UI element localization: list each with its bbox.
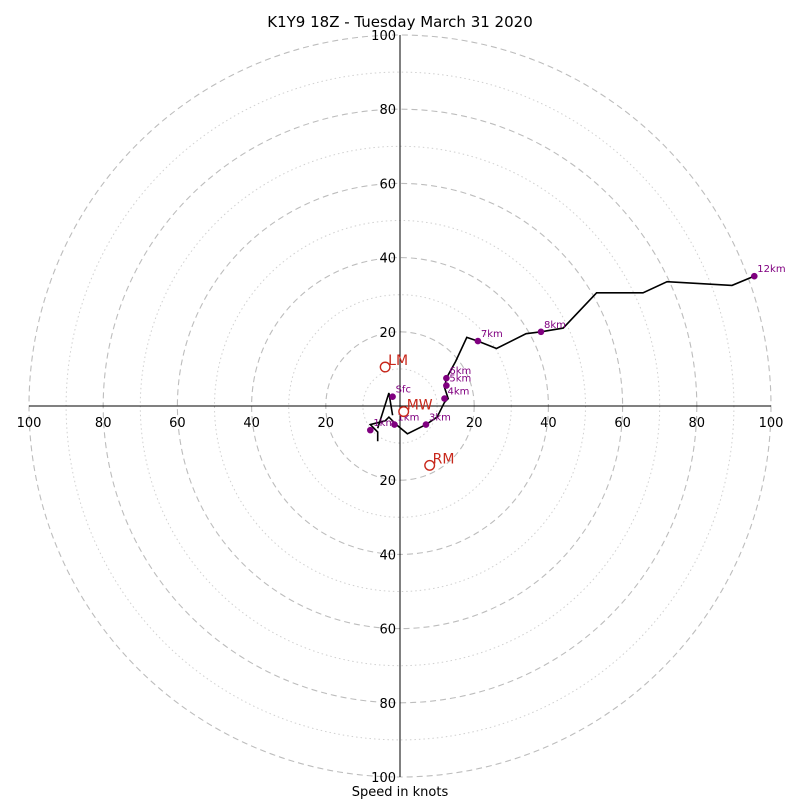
x-tick-label: 40: [243, 416, 260, 431]
x-tick-label: 60: [169, 416, 186, 431]
height-label: 12km: [757, 264, 785, 275]
motion-marker-mw: [398, 406, 410, 418]
y-tick-label: 100: [371, 29, 396, 44]
height-label: 7km: [481, 329, 503, 340]
storm-motion-markers: LM MW RM: [379, 353, 455, 471]
x-tick-label: 100: [17, 416, 42, 431]
height-label: 1km: [397, 413, 419, 424]
x-tick-label: 80: [689, 416, 706, 431]
height-label: 4km: [448, 387, 470, 398]
height-point: [443, 382, 450, 389]
height-label: 6km: [449, 366, 471, 377]
height-label: 3km: [429, 413, 451, 424]
height-point: [389, 393, 396, 401]
height-point: [391, 421, 398, 428]
y-tick-label: 100: [371, 771, 396, 786]
tick-labels: 100 80 60 40 20 20 40 60 80 100 100 80 60 40 20 20 40 60 8…: [17, 29, 784, 786]
x-tick-label: 20: [466, 416, 483, 431]
y-tick-label: 40: [379, 548, 396, 563]
height-label: 1km: [373, 418, 395, 429]
motion-marker-lm: [379, 361, 391, 373]
motion-label-lm: LM: [388, 353, 408, 369]
height-label: 5km: [449, 374, 471, 385]
y-tick-label: 40: [379, 252, 396, 267]
x-tick-label: 40: [540, 416, 557, 431]
height-label: Sfc: [396, 385, 411, 396]
y-tick-label: 20: [379, 326, 396, 341]
height-point: [474, 337, 482, 345]
x-tick-label: 60: [614, 416, 631, 431]
height-point: [441, 395, 448, 402]
chart-title: K1Y9 18Z - Tuesday March 31 2020: [267, 13, 532, 31]
height-point: [367, 426, 374, 434]
y-tick-label: 60: [379, 177, 396, 192]
height-point: [537, 328, 545, 336]
y-tick-label: 60: [379, 623, 396, 638]
axes: [29, 35, 771, 777]
motion-label-rm: RM: [433, 451, 455, 467]
y-tick-label: 20: [379, 474, 396, 489]
x-tick-label: 100: [759, 416, 784, 431]
x-tick-label: 20: [318, 416, 335, 431]
x-axis-label: Speed in knots: [352, 785, 449, 800]
hodograph-line-lower: [376, 392, 394, 429]
height-point: [422, 421, 430, 428]
y-tick-label: 80: [379, 103, 396, 118]
height-point: [443, 374, 450, 382]
y-tick-label: 80: [379, 697, 396, 712]
height-point: [751, 272, 758, 280]
height-label: 8km: [544, 320, 566, 331]
x-tick-label: 80: [95, 416, 112, 431]
motion-label-mw: MW: [407, 398, 433, 414]
motion-marker-rm: [424, 459, 436, 471]
